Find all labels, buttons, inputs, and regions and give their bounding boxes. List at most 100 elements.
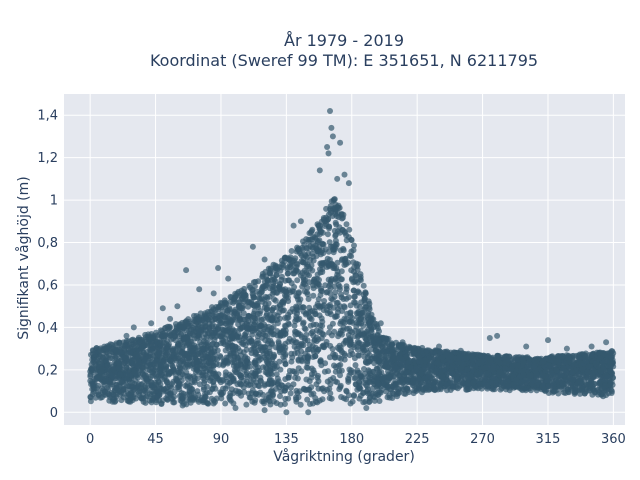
data-point [331, 196, 338, 203]
data-point [341, 395, 347, 402]
data-point [340, 247, 347, 254]
data-point [245, 312, 252, 319]
data-point [278, 276, 285, 283]
data-point [522, 387, 529, 394]
data-point [208, 317, 215, 324]
data-point [254, 302, 261, 309]
data-point [158, 400, 165, 407]
data-point [307, 315, 314, 322]
data-point [304, 396, 311, 403]
data-point [322, 282, 329, 289]
data-point [317, 327, 324, 334]
data-point [505, 383, 512, 390]
data-point [287, 384, 294, 391]
data-point [298, 358, 305, 365]
data-point [132, 339, 139, 346]
data-point [149, 388, 156, 395]
data-point [264, 304, 271, 311]
data-point [319, 396, 326, 403]
data-point [341, 303, 348, 310]
data-point [140, 398, 147, 405]
data-point [300, 342, 307, 349]
data-point [348, 318, 355, 325]
data-point [376, 398, 383, 404]
data-point [148, 369, 155, 375]
data-point [105, 390, 112, 397]
data-point [277, 366, 284, 373]
data-point [324, 264, 330, 270]
data-point [318, 260, 325, 267]
data-point [227, 299, 234, 305]
data-point [531, 358, 538, 364]
data-point [303, 269, 310, 276]
data-point [356, 385, 363, 392]
data-point [152, 373, 159, 379]
data-point [560, 365, 567, 372]
data-point [323, 307, 330, 313]
data-point [91, 375, 98, 382]
data-point [222, 369, 229, 376]
data-point [193, 325, 200, 332]
data-point [459, 380, 466, 387]
data-point [356, 379, 363, 386]
data-point [300, 255, 307, 262]
data-point [320, 250, 327, 257]
data-point [599, 390, 606, 397]
data-point [341, 228, 348, 235]
data-point [276, 264, 283, 271]
data-point [177, 357, 184, 364]
data-point [312, 311, 318, 318]
data-point [349, 398, 356, 405]
data-point [168, 352, 175, 359]
data-point [579, 385, 586, 392]
data-point [261, 296, 268, 303]
data-point [337, 330, 344, 337]
data-point [285, 298, 292, 305]
data-point [380, 347, 386, 354]
data-point [333, 265, 340, 272]
data-point [319, 303, 326, 310]
data-point [262, 347, 269, 354]
data-point [126, 392, 133, 398]
data-point [240, 316, 247, 323]
data-point [364, 341, 371, 348]
data-point [327, 381, 334, 388]
data-point [168, 361, 174, 368]
data-point [317, 266, 323, 273]
data-point [307, 401, 313, 407]
data-point [572, 382, 579, 389]
data-point [153, 348, 160, 355]
data-point [555, 358, 562, 365]
data-point [297, 401, 304, 408]
data-point [337, 372, 343, 379]
data-point [109, 395, 116, 402]
data-point [367, 394, 373, 401]
data-point [300, 276, 307, 283]
data-point [431, 387, 438, 394]
data-point [285, 270, 292, 277]
data-point [156, 385, 163, 392]
data-point [582, 350, 589, 357]
data-point [205, 346, 212, 353]
data-point [262, 282, 269, 289]
data-point [110, 366, 117, 373]
data-point [163, 385, 170, 392]
data-point [162, 324, 169, 331]
data-point [330, 304, 337, 311]
data-point [195, 315, 202, 322]
data-point [254, 288, 261, 295]
data-point [108, 372, 115, 379]
data-point [96, 358, 103, 365]
data-point [252, 351, 259, 358]
data-point [194, 363, 201, 370]
data-point [142, 382, 148, 389]
data-point [266, 361, 273, 368]
data-point [252, 397, 259, 404]
data-point [333, 278, 340, 284]
data-point [354, 367, 361, 374]
data-point [215, 371, 222, 378]
data-point [249, 387, 256, 394]
data-point [225, 340, 232, 347]
data-point [294, 277, 301, 284]
data-point [267, 388, 274, 395]
